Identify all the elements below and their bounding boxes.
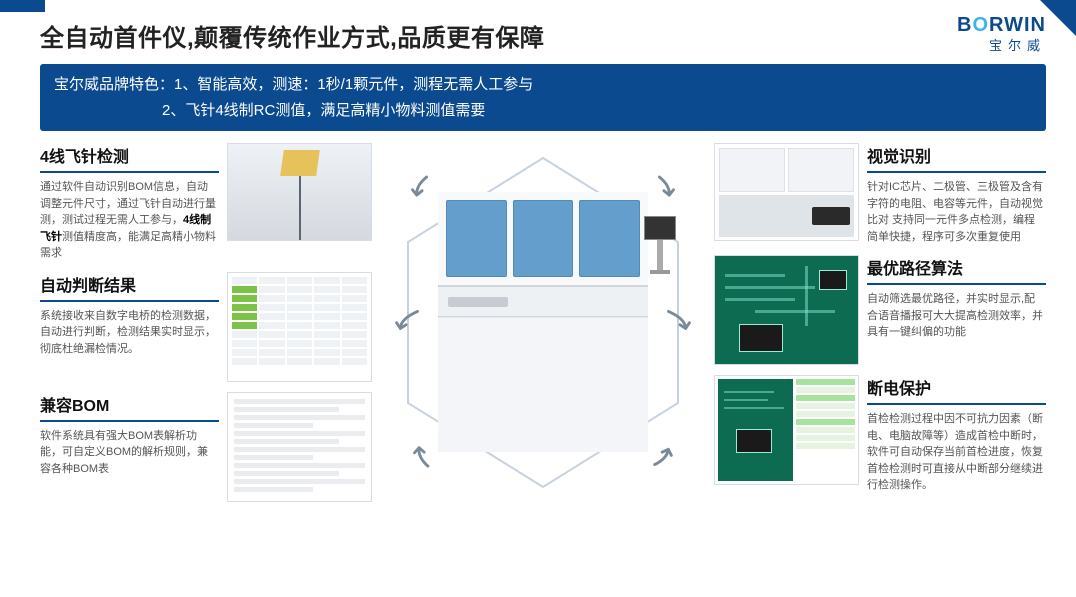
feature-text: 自动判断结果 系统接收来自数字电桥的检测数据，自动进行判断，检测结果实时显示，彻…: [40, 272, 219, 382]
feature-title: 断电保护: [867, 375, 1046, 405]
feature-text: 兼容BOM 软件系统具有强大BOM表解析功能，可自定义BOM的解析规则，兼容各种…: [40, 392, 219, 502]
machine-drawer-row: [438, 287, 648, 317]
feature-probe: 4线飞针检测 通过软件自动识别BOM信息，自动调整元件尺寸，通过飞针自动进行量测…: [40, 143, 372, 262]
header: 全自动首件仪,颠覆传统作业方式,品质更有保障 BORWIN 宝尔威: [40, 18, 1046, 54]
left-column: 4线飞针检测 通过软件自动识别BOM信息，自动调整元件尺寸，通过飞针自动进行量测…: [40, 143, 372, 502]
hexagon-frame: [393, 150, 693, 495]
brand-english: BORWIN: [957, 14, 1046, 37]
power-save-image: [714, 375, 859, 485]
feature-title: 自动判断结果: [40, 272, 219, 302]
feature-banner: 宝尔威品牌特色：1、智能高效，测速：1秒/1颗元件，测程无需人工参与 2、飞针4…: [40, 64, 1046, 131]
feature-desc: 通过软件自动识别BOM信息，自动调整元件尺寸，通过飞针自动进行量测，测试过程无需…: [40, 179, 219, 262]
feature-text: 视觉识别 针对IC芯片、二极管、三极管及含有字符的电阻、电容等元件，自动视觉比对…: [867, 143, 1046, 245]
feature-text: 断电保护 首检检测过程中因不可抗力因素（断电、电脑故障等）造成首检中断时，软件可…: [867, 375, 1046, 494]
feature-power-protect: 断电保护 首检检测过程中因不可抗力因素（断电、电脑故障等）造成首检中断时，软件可…: [714, 375, 1046, 494]
brand-o-accent: O: [972, 14, 989, 36]
feature-title: 视觉识别: [867, 143, 1046, 173]
center-diagram: [382, 143, 704, 502]
feature-desc: 针对IC芯片、二极管、三极管及含有字符的电阻、电容等元件，自动视觉比对 支持同一…: [867, 179, 1046, 245]
feature-title: 兼容BOM: [40, 392, 219, 422]
feature-vision: 视觉识别 针对IC芯片、二极管、三极管及含有字符的电阻、电容等元件，自动视觉比对…: [714, 143, 1046, 245]
content-row: 4线飞针检测 通过软件自动识别BOM信息，自动调整元件尺寸，通过飞针自动进行量测…: [40, 143, 1046, 502]
feature-desc: 首检检测过程中因不可抗力因素（断电、电脑故障等）造成首检中断时，软件可自动保存当…: [867, 411, 1046, 494]
banner-line-2: 2、飞针4线制RC测值，满足高精小物料测值需要: [54, 98, 1032, 124]
bom-sheet-image: [227, 392, 372, 502]
arrow-icon: [659, 300, 697, 343]
vision-ui-image: [714, 143, 859, 241]
brand-logo: BORWIN 宝尔威: [957, 14, 1046, 54]
feature-title: 最优路径算法: [867, 255, 1046, 285]
probe-image: [227, 143, 372, 241]
right-column: 视觉识别 针对IC芯片、二极管、三极管及含有字符的电阻、电容等元件，自动视觉比对…: [714, 143, 1046, 502]
feature-text: 4线飞针检测 通过软件自动识别BOM信息，自动调整元件尺寸，通过飞针自动进行量测…: [40, 143, 219, 262]
arrow-icon: [389, 300, 427, 343]
feature-desc: 自动筛选最优路径，并实时显示,配合语音播报可大大提高检测效率，并具有一键纠偏的功…: [867, 291, 1046, 341]
feature-desc: 软件系统具有强大BOM表解析功能，可自定义BOM的解析规则，兼容各种BOM表: [40, 428, 219, 478]
result-table-image: [227, 272, 372, 382]
arrow-icon: [401, 166, 443, 212]
feature-title: 4线飞针检测: [40, 143, 219, 173]
feature-path-algo: 最优路径算法 自动筛选最优路径，并实时显示,配合语音播报可大大提高检测效率，并具…: [714, 255, 1046, 365]
feature-auto-judge: 自动判断结果 系统接收来自数字电桥的检测数据，自动进行判断，检测结果实时显示，彻…: [40, 272, 372, 382]
banner-line-1: 宝尔威品牌特色：1、智能高效，测速：1秒/1颗元件，测程无需人工参与: [54, 72, 1032, 98]
feature-bom: 兼容BOM 软件系统具有强大BOM表解析功能，可自定义BOM的解析规则，兼容各种…: [40, 392, 372, 502]
arrow-icon: [402, 429, 446, 477]
page-title: 全自动首件仪,颠覆传统作业方式,品质更有保障: [40, 18, 544, 53]
page-root: 全自动首件仪,颠覆传统作业方式,品质更有保障 BORWIN 宝尔威 宝尔威品牌特…: [0, 0, 1076, 512]
brand-chinese: 宝尔威: [957, 35, 1046, 54]
machine-body: [438, 317, 648, 452]
machine-windows: [438, 192, 648, 287]
feature-desc: 系统接收来自数字电桥的检测数据，自动进行判断，检测结果实时显示，彻底杜绝漏检情况…: [40, 308, 219, 358]
banner-corner-decoration: [1040, 0, 1076, 36]
feature-text: 最优路径算法 自动筛选最优路径，并实时显示,配合语音播报可大大提高检测效率，并具…: [867, 255, 1046, 365]
arrow-icon: [643, 166, 685, 212]
machine-monitor: [644, 216, 676, 276]
top-accent-bar: [0, 0, 45, 12]
inspection-machine-image: [438, 192, 648, 452]
pcb-path-image: [714, 255, 859, 365]
arrow-icon: [640, 429, 684, 477]
